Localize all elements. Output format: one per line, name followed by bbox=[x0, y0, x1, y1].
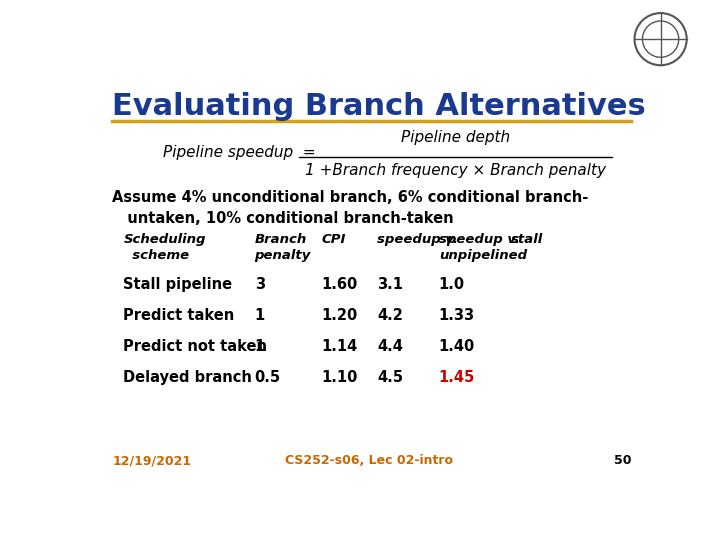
Text: speedup v.: speedup v. bbox=[377, 233, 458, 246]
Text: Delayed branch: Delayed branch bbox=[124, 370, 252, 386]
Text: 3.1: 3.1 bbox=[377, 277, 403, 292]
Text: Predict not taken: Predict not taken bbox=[124, 339, 268, 354]
Text: Stall pipeline: Stall pipeline bbox=[124, 277, 233, 292]
Text: Pipeline speedup  =: Pipeline speedup = bbox=[163, 145, 315, 160]
Text: 1.60: 1.60 bbox=[322, 277, 358, 292]
Text: 4.2: 4.2 bbox=[377, 308, 403, 323]
Text: 1 +Branch frequency × Branch penalty: 1 +Branch frequency × Branch penalty bbox=[305, 163, 606, 178]
Text: Assume 4% unconditional branch, 6% conditional branch-
   untaken, 10% condition: Assume 4% unconditional branch, 6% condi… bbox=[112, 190, 588, 226]
Text: Scheduling
  scheme: Scheduling scheme bbox=[124, 233, 206, 262]
Text: 1.10: 1.10 bbox=[322, 370, 358, 386]
Text: 4.5: 4.5 bbox=[377, 370, 403, 386]
Text: stall: stall bbox=[511, 233, 544, 246]
Text: Evaluating Branch Alternatives: Evaluating Branch Alternatives bbox=[112, 92, 646, 121]
Text: 12/19/2021: 12/19/2021 bbox=[112, 454, 192, 467]
Text: 1.45: 1.45 bbox=[438, 370, 475, 386]
Text: 1.20: 1.20 bbox=[322, 308, 358, 323]
Text: 0.5: 0.5 bbox=[255, 370, 281, 386]
Text: 1: 1 bbox=[255, 339, 265, 354]
Text: 3: 3 bbox=[255, 277, 265, 292]
Text: 1.14: 1.14 bbox=[322, 339, 358, 354]
Text: 1: 1 bbox=[255, 308, 265, 323]
Text: 4.4: 4.4 bbox=[377, 339, 403, 354]
Text: Predict taken: Predict taken bbox=[124, 308, 235, 323]
Text: Pipeline depth: Pipeline depth bbox=[401, 130, 510, 145]
Text: speedup v.
unpipelined: speedup v. unpipelined bbox=[438, 233, 527, 262]
Text: 1.33: 1.33 bbox=[438, 308, 475, 323]
Text: 1.0: 1.0 bbox=[438, 277, 465, 292]
Text: CPI: CPI bbox=[322, 233, 346, 246]
Text: 1.40: 1.40 bbox=[438, 339, 475, 354]
Text: CS252-s06, Lec 02-intro: CS252-s06, Lec 02-intro bbox=[285, 454, 453, 467]
Text: 50: 50 bbox=[613, 454, 631, 467]
Text: Branch
penalty: Branch penalty bbox=[255, 233, 311, 262]
